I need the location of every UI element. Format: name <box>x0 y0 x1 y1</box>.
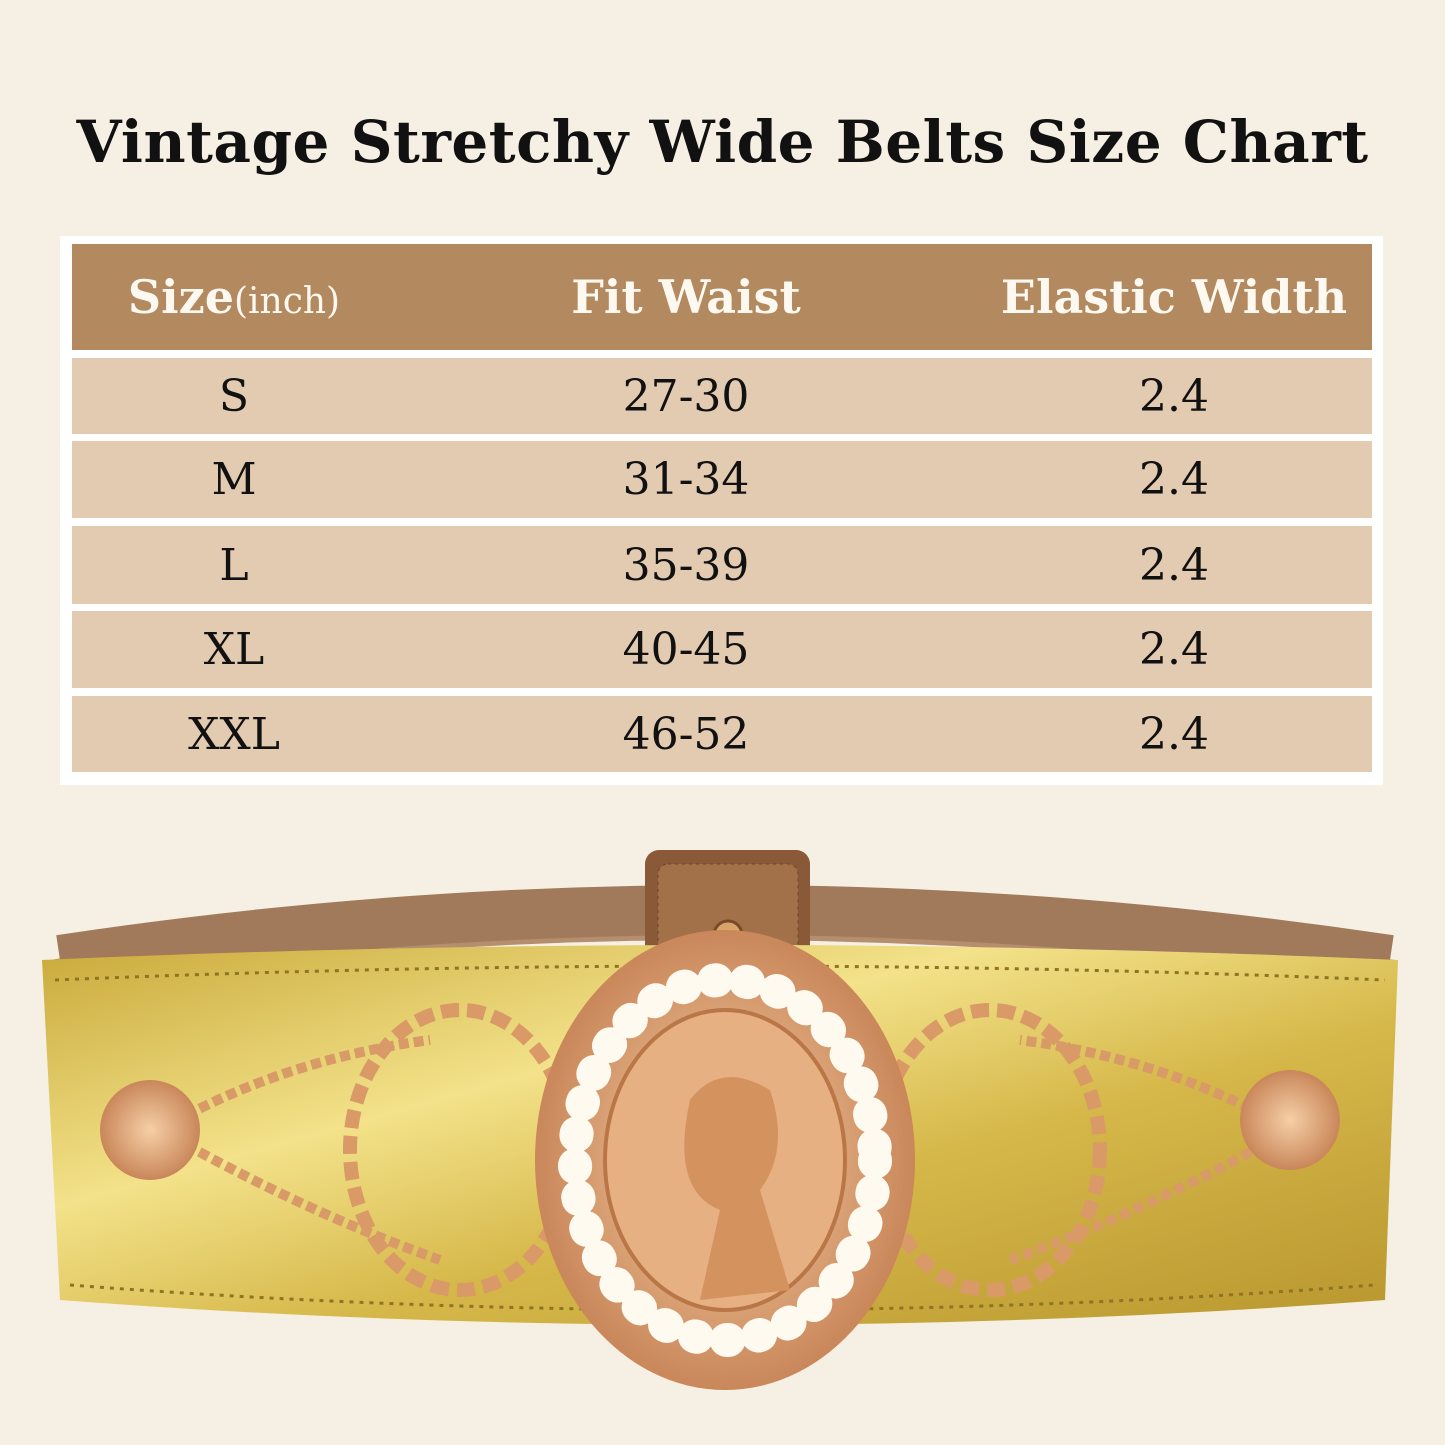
belt-product-image <box>42 850 1398 1390</box>
cell-elastic-width: 2.4 <box>1139 624 1209 675</box>
cell-elastic-width: 2.4 <box>1139 454 1209 505</box>
cell-size: M <box>211 454 257 505</box>
cell-fit-waist: 35-39 <box>622 539 750 591</box>
left-rosette <box>100 1080 200 1180</box>
cell-size: XXL <box>188 708 280 760</box>
header-size: Size(inch) <box>72 270 396 324</box>
cell-elastic-width: 2.4 <box>1139 370 1209 422</box>
cell-size: L <box>219 539 249 591</box>
cell-fit-waist: 31-34 <box>622 454 750 505</box>
table-row: S 27-30 2.4 <box>72 358 1372 434</box>
table-row: XL 40-45 2.4 <box>72 611 1372 688</box>
cell-fit-waist: 46-52 <box>622 708 750 760</box>
header-size-unit: (inch) <box>233 281 341 322</box>
cell-elastic-width: 2.4 <box>1139 539 1209 591</box>
table-row: XXL 46-52 2.4 <box>72 696 1372 772</box>
header-size-label: Size <box>127 270 234 324</box>
right-rosette <box>1240 1070 1340 1170</box>
cell-size: S <box>218 370 250 422</box>
header-fit-waist: Fit Waist <box>571 270 801 324</box>
cameo-portrait <box>684 1077 790 1300</box>
table-row: M 31-34 2.4 <box>72 441 1372 518</box>
cell-fit-waist: 27-30 <box>622 370 750 422</box>
table-header: Size(inch) Fit Waist Elastic Width <box>72 244 1372 350</box>
header-elastic-width: Elastic Width <box>1000 270 1348 324</box>
cell-elastic-width: 2.4 <box>1139 708 1209 760</box>
cell-fit-waist: 40-45 <box>622 624 750 675</box>
cell-size: XL <box>203 624 265 675</box>
table-row: L 35-39 2.4 <box>72 526 1372 604</box>
size-chart-table: Size(inch) Fit Waist Elastic Width S 27-… <box>60 236 1383 785</box>
page-title: Vintage Stretchy Wide Belts Size Chart <box>76 108 1369 176</box>
